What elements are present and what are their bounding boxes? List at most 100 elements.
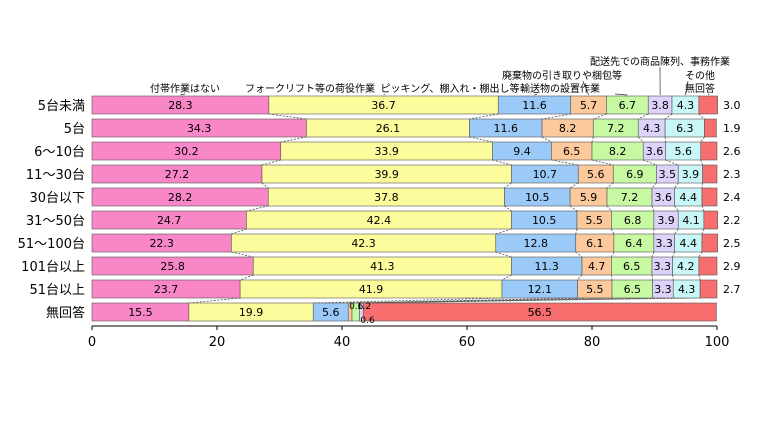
bar-segment [702,164,718,184]
legend-leader-line [534,93,538,96]
connector-line [606,205,612,212]
data-label: 56.5 [528,306,553,319]
data-label: 8.2 [609,145,627,158]
data-label: 5.5 [585,214,603,227]
data-label: 23.7 [154,283,179,296]
data-label: 22.3 [149,237,174,250]
connector-line [575,251,583,258]
connector-line [504,182,512,189]
data-label: 28.3 [168,99,193,112]
data-label: 10.5 [532,214,557,227]
legend-label: その他 [685,69,715,82]
data-label: 2.7 [723,283,741,296]
connector-line [569,205,578,212]
data-label: 3.3 [654,260,672,273]
data-label: 24.7 [157,214,182,227]
data-label: 12.8 [524,237,549,250]
category-label: 5台未満 [38,99,85,114]
data-label: 41.3 [370,260,395,273]
data-label: 5.7 [580,99,598,112]
connector-line [280,136,307,143]
data-label: 6.3 [676,122,694,135]
category-label: 11～30台 [26,168,85,183]
data-label: 34.3 [187,122,212,135]
data-label: 4.4 [680,191,698,204]
data-label: 36.7 [371,99,396,112]
connector-line [501,274,512,281]
data-label: 5.6 [675,145,693,158]
data-label: 11.6 [494,122,519,135]
data-label: 30.2 [174,145,199,158]
connector-line [698,113,705,120]
data-label: 3.6 [655,191,673,204]
legend-label: 配送先での商品陳列、事務作業 [590,55,730,68]
connector-line [701,205,705,212]
connector-line [575,228,578,235]
connector-line [541,136,552,143]
x-tick-label: 80 [584,335,601,350]
category-label: 51～100台 [18,237,85,252]
data-label: 25.8 [160,260,185,273]
data-label: 26.1 [376,122,401,135]
data-label: 3.9 [682,168,700,181]
data-label: 3.3 [655,237,673,250]
data-label: 3.8 [651,99,669,112]
data-label: 4.1 [682,214,700,227]
data-label: 0.6 [349,302,364,312]
legend-leader-line [383,93,386,96]
data-label: 7.2 [621,191,639,204]
connector-line [504,205,512,212]
legend-leader-line [614,93,628,96]
data-label: 5.9 [580,191,598,204]
data-label: 4.2 [677,260,695,273]
x-tick-label: 100 [705,335,730,350]
category-label: 6～10台 [34,145,85,160]
connector-line [231,251,254,258]
connector-line [700,136,705,143]
data-label: 6.5 [624,283,642,296]
data-label: 11.6 [522,99,547,112]
connector-line [665,159,679,166]
data-label: 6.7 [619,99,637,112]
x-tick-label: 40 [334,335,351,350]
connector-line [593,113,607,120]
connector-line [495,251,512,258]
data-label: 6.5 [563,145,581,158]
data-label: 42.4 [367,214,392,227]
connector-line [261,182,269,189]
connector-line [651,182,657,189]
data-label: 8.2 [559,122,577,135]
connector-line [469,136,493,143]
connector-line [610,274,613,281]
connector-line [569,182,579,189]
data-label: 39.9 [374,168,399,181]
bar-segment [698,95,718,115]
bar-segment [701,233,718,253]
x-tick-label: 20 [209,335,226,350]
data-label: 4.3 [677,99,695,112]
legend-label: ピッキング、棚入れ・棚出し等 [381,82,520,95]
connector-line [351,297,613,304]
connector-line [469,113,499,120]
data-label: 19.9 [239,306,264,319]
data-label: 33.9 [374,145,399,158]
legend-label: 付帯作業はない [150,82,220,95]
legend-label: フォークリフト等の荷役作業 [245,82,375,95]
data-label: 28.2 [168,191,193,204]
data-label: 4.3 [678,283,696,296]
connector-line [651,251,655,258]
legend-label: 廃棄物の引き取りや梱包等 [502,69,622,82]
data-label: 3.0 [723,99,741,112]
connector-line [674,205,679,212]
data-label: 2.9 [723,260,741,273]
data-label: 3.3 [654,283,672,296]
data-label: 0.6 [360,316,375,326]
connector-line [541,113,571,120]
connector-line [492,159,512,166]
category-label: 101台以上 [21,260,85,275]
data-label: 37.8 [374,191,399,204]
legend-leader-line [180,93,186,96]
connector-line [674,228,679,235]
connector-line [231,228,247,235]
